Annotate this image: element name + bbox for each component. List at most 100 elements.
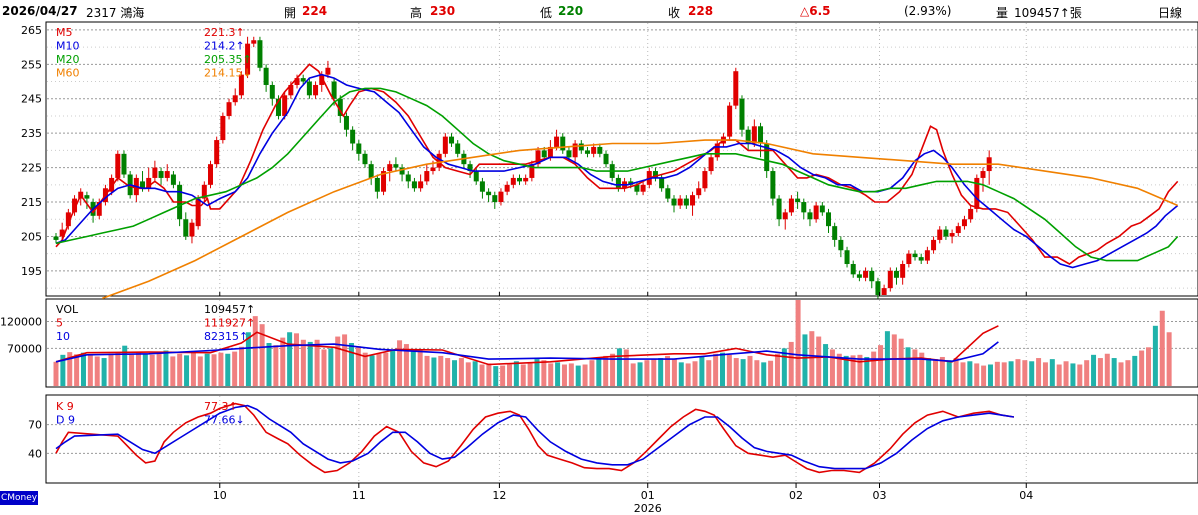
volume-bar	[520, 364, 526, 386]
volume-bar	[781, 348, 787, 386]
y-tick-label: 265	[21, 24, 42, 37]
candle-body	[572, 143, 578, 158]
candle-body	[751, 126, 757, 144]
candle-body	[652, 171, 658, 178]
volume-bar	[101, 358, 107, 386]
candle-body	[59, 229, 65, 237]
volume-bar	[280, 337, 286, 386]
volume-bar	[1049, 359, 1055, 386]
volume-bar	[1166, 332, 1172, 386]
volume-bar	[369, 355, 375, 386]
candle-body	[733, 71, 739, 106]
candle-body	[529, 164, 535, 178]
volume-bar	[156, 353, 162, 386]
legend-value: 109457↑	[204, 303, 255, 316]
candle-body	[306, 81, 312, 96]
volume-bar	[129, 354, 135, 386]
volume-bar	[946, 360, 952, 386]
candle-body	[906, 253, 912, 265]
volume-bar	[397, 340, 403, 386]
series-line-k9	[55, 402, 1015, 474]
candle-body	[449, 136, 455, 144]
volume-bar	[465, 362, 471, 386]
candle-body	[974, 177, 980, 209]
volume-bar	[850, 355, 856, 386]
candle-body	[584, 150, 590, 154]
candle-body	[436, 153, 442, 168]
volume-bar	[967, 361, 973, 386]
header-low: 220	[558, 4, 584, 18]
volume-bar	[974, 363, 980, 386]
candle-body	[838, 239, 844, 251]
volume-bar	[802, 334, 808, 386]
candle-body	[795, 198, 801, 203]
candle-body	[597, 146, 603, 154]
legend-value: 111927↑	[204, 317, 255, 330]
x-year-label: 2026	[634, 502, 662, 515]
price-panel	[45, 21, 1198, 297]
volume-bar	[300, 339, 306, 386]
candle-body	[603, 153, 609, 165]
volume-bar	[94, 356, 100, 386]
y-tick-label: 195	[21, 265, 42, 278]
volume-bar	[658, 358, 664, 386]
candle-body	[510, 177, 516, 185]
volume-bar	[431, 357, 437, 386]
volume-bar	[555, 362, 561, 386]
candle-body	[288, 84, 294, 96]
candle-body	[807, 212, 813, 220]
volume-bar	[953, 358, 959, 386]
candle-body	[659, 177, 665, 189]
candle-body	[356, 143, 362, 154]
candle-body	[696, 188, 702, 196]
volume-bar	[266, 343, 272, 386]
header-stock: 2317 鴻海	[86, 6, 145, 20]
candle-body	[634, 184, 640, 192]
volume-bar	[843, 355, 849, 386]
candle-body	[887, 270, 893, 289]
volume-bar	[575, 365, 581, 386]
candle-body	[263, 67, 269, 85]
y-tick-label: 245	[21, 93, 42, 106]
legend-name: M20	[56, 53, 80, 66]
candle-body	[801, 202, 807, 213]
volume-bar	[348, 343, 354, 386]
volume-bar	[1084, 360, 1090, 386]
header-open: 224	[302, 4, 328, 18]
volume-bar	[651, 359, 657, 386]
legend-value: 82315↑	[204, 330, 248, 343]
candle-body	[473, 171, 479, 182]
candle-body	[319, 74, 325, 85]
volume-bar	[891, 334, 897, 386]
volume-bar	[438, 355, 444, 386]
volume-bar	[390, 350, 396, 386]
volume-bar	[211, 354, 217, 386]
candle-body	[844, 250, 850, 265]
candle-body	[418, 181, 424, 189]
volume-bar	[122, 345, 128, 386]
candle-body	[517, 177, 522, 182]
candle-body	[208, 164, 213, 185]
candle-body	[541, 150, 547, 158]
volume-bar	[108, 353, 114, 386]
volume-bar	[857, 354, 863, 386]
volume-bar	[479, 364, 485, 386]
volume-bar	[720, 352, 726, 386]
candle-body	[893, 270, 899, 278]
candle-body	[53, 236, 59, 240]
candle-body	[788, 198, 794, 213]
legend-value: 214.2↑	[204, 40, 245, 53]
volume-bar	[596, 358, 602, 386]
candle-body	[411, 181, 417, 189]
volume-bar	[706, 360, 712, 386]
candle-body	[245, 43, 251, 75]
candle-body	[152, 167, 158, 178]
volume-bar	[218, 352, 224, 386]
volume-bar	[328, 348, 334, 386]
candle-body	[486, 191, 492, 196]
kd-panel	[45, 394, 1198, 484]
volume-bar	[637, 362, 643, 386]
volume-bar	[53, 361, 59, 386]
candle-body	[195, 198, 201, 227]
